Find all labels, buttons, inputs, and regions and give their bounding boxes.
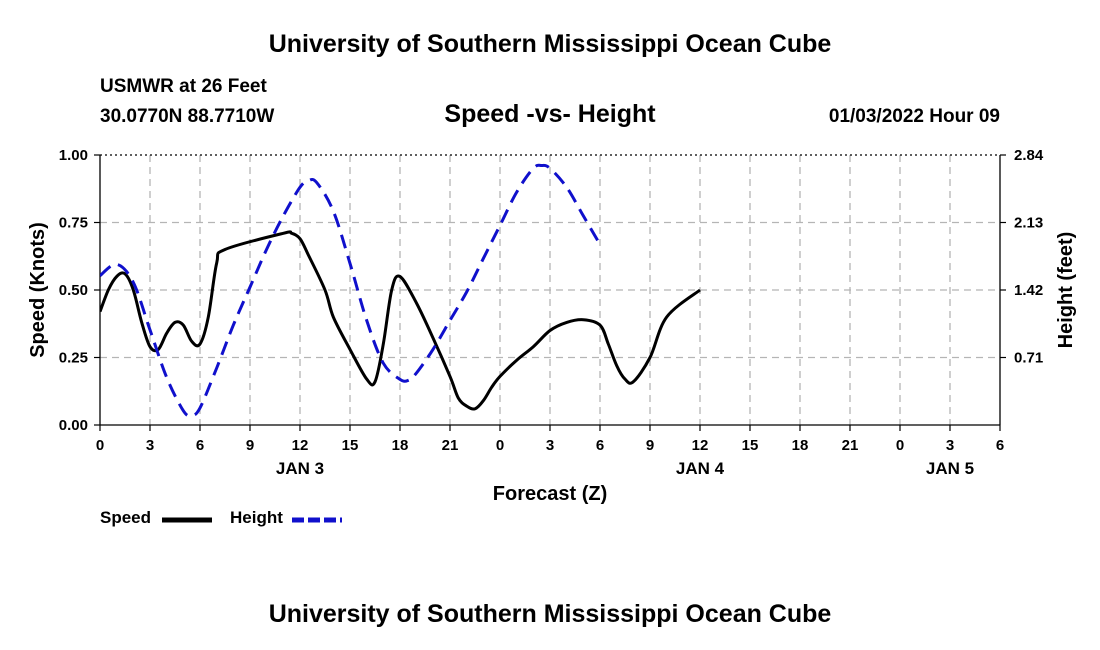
legend-speed-label: Speed [100, 508, 152, 527]
series-line-height [100, 163, 602, 418]
day-label: JAN 5 [926, 459, 974, 478]
x-tick-label: 6 [196, 437, 204, 454]
x-tick-label: 15 [342, 437, 359, 454]
x-tick-label: 3 [546, 437, 554, 454]
x-tick-label: 12 [692, 437, 709, 454]
x-tick-label: 21 [842, 437, 859, 454]
footer-title: University of Southern Mississippi Ocean… [268, 600, 832, 628]
forecast-date: 01/03/2022 Hour 09 [828, 106, 1000, 127]
y-left-tick-label: 0.00 [59, 417, 88, 434]
station-coords: 30.0770N 88.7710W [100, 106, 275, 127]
x-tick-label: 15 [742, 437, 759, 454]
x-tick-label: 18 [792, 437, 809, 454]
page-title: University of Southern Mississippi Ocean… [268, 30, 832, 58]
y-left-tick-label: 0.75 [59, 215, 88, 232]
x-tick-label: 21 [442, 437, 459, 454]
y-left-axis-title: Speed (Knots) [27, 222, 49, 358]
x-tick-label: 3 [946, 437, 954, 454]
y-left-tick-label: 1.00 [59, 147, 88, 164]
y-right-axis-title: Height (feet) [1055, 232, 1077, 349]
x-tick-label: 6 [596, 437, 604, 454]
x-tick-label: 9 [646, 437, 654, 454]
day-label: JAN 4 [676, 459, 725, 478]
day-label: JAN 3 [276, 459, 324, 478]
y-left-tick-label: 0.50 [59, 282, 88, 299]
y-right-tick-label: 2.84 [1014, 147, 1044, 164]
y-left-tick-label: 0.25 [59, 350, 88, 367]
x-tick-label: 0 [496, 437, 504, 454]
x-axis-title: Forecast (Z) [493, 483, 607, 505]
x-tick-label: 0 [896, 437, 904, 454]
chart-title: Speed -vs- Height [444, 100, 656, 128]
x-tick-label: 9 [246, 437, 254, 454]
x-tick-label: 0 [96, 437, 104, 454]
series-line-speed [100, 230, 701, 411]
y-right-tick-label: 1.42 [1014, 282, 1043, 299]
y-right-tick-label: 2.13 [1014, 215, 1043, 232]
legend-height-label: Height [230, 508, 283, 527]
x-tick-label: 12 [292, 437, 309, 454]
x-tick-label: 18 [392, 437, 409, 454]
x-tick-label: 3 [146, 437, 154, 454]
y-right-tick-label: 0.71 [1014, 350, 1043, 367]
station-name: USMWR at 26 Feet [100, 76, 267, 97]
x-tick-label: 6 [996, 437, 1004, 454]
